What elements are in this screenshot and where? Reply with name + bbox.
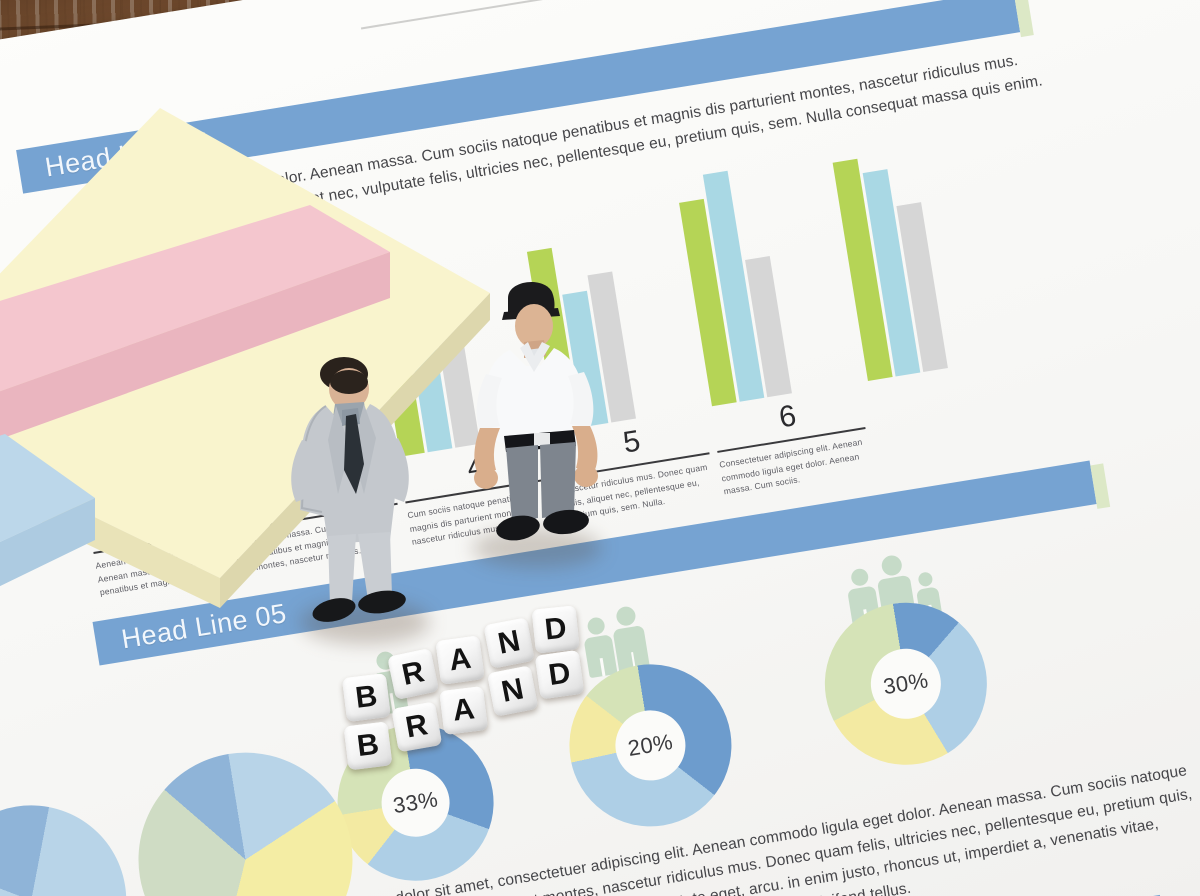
pie-chart-d [122,736,369,896]
bead-letter: N [483,617,535,669]
bar-group-5 [675,166,792,407]
bead-letter: A [435,635,485,685]
bar-annotation-caption: Consectetuer adipiscing elit. Aenean com… [718,436,864,497]
bead-letter: R [387,647,440,701]
bead-letter: B [341,673,391,723]
bar-annotation-6: 6 Consectetuer adipiscing elit. Aenean c… [711,390,873,499]
donut-3-percent: 30% [881,667,931,700]
donut-hole: 30% [865,643,947,724]
miniature-casual-figure [442,270,632,570]
bead-letter: R [391,701,443,753]
sticky-note-pad-pink [0,205,440,480]
pie-chart-c-partial [0,791,141,896]
sticky-note-pad-blue [0,430,210,640]
bead-letter: D [534,649,585,700]
bead-letter: B [343,721,393,771]
bead-letter: N [486,665,539,717]
bead-letter: D [531,605,580,654]
figure-shadow [472,528,602,568]
bead-letter: A [439,685,489,736]
donut-chart-3: 30% [812,590,999,777]
miniature-businessman-figure [272,344,442,634]
bar-group-6 [832,150,948,381]
